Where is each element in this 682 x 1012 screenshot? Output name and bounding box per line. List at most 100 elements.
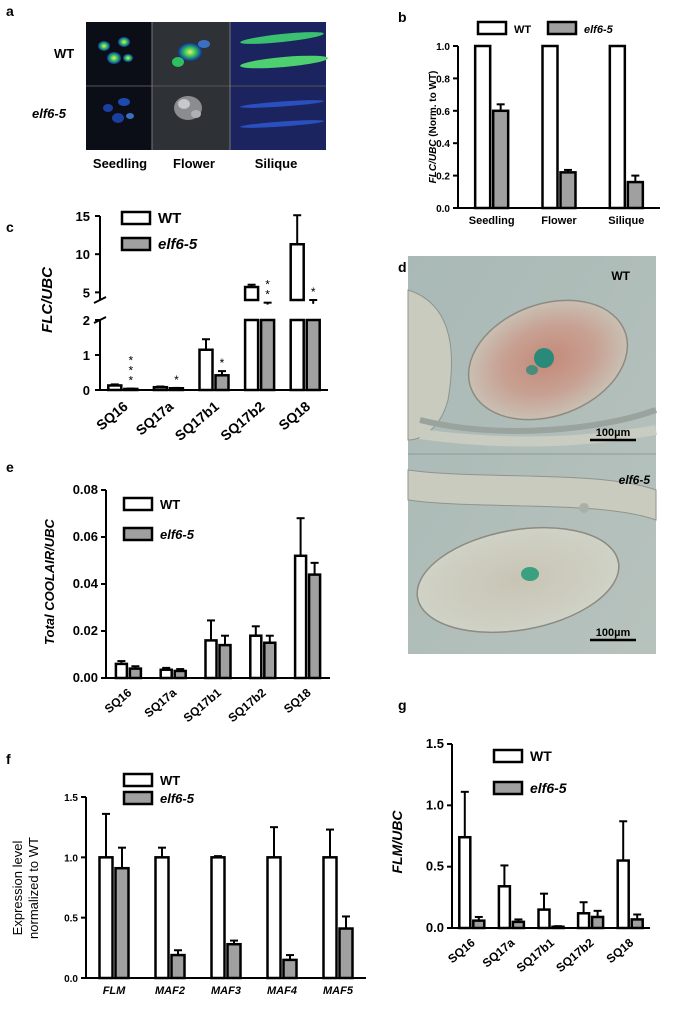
panel-c-y-tick-label-upper-1: 10 [76,247,90,262]
flower-mutant-spot [174,96,202,120]
panel-e-y-tick-label-1: 0.02 [73,623,98,638]
panel-a-row-label-wt: WT [54,46,74,61]
panel-f-bar-wt-3 [266,856,282,980]
panel-g-x-tick-label-3: SQ17b2 [553,935,596,975]
panel-f-y-axis-label: Expression levelnormalized to WT [10,837,41,939]
panel-b-bar-wt-0 [473,44,492,210]
panel-c-bar-wt-3-upper [243,285,260,302]
panel-f-x-tick-label-0: FLM [103,985,126,997]
panel-e-x-tick-label-2: SQ17b1 [181,685,224,725]
panel-e-bar-wt-0 [114,662,129,680]
panel-c-bar-wt-0 [107,384,123,392]
panel-b-x-tick-label-0: Seedling [469,215,515,227]
panel-c-significance-3: ** [265,278,270,302]
panel-b-bar-wt-1 [541,44,559,210]
panel-b-x-tick-label-1: Flower [541,215,577,227]
panel-b-x-tick-label-2: Silique [608,215,644,227]
panel-d-image [407,256,658,654]
panel-f-bar-wt-1 [154,856,170,980]
panel-letter-g: g [398,697,407,713]
panel-b-y-tick-label-3: 0.6 [436,107,450,118]
panel-b-legend-label-0: WT [514,24,531,36]
panel-g-y-tick-label-0: 0.0 [426,920,444,935]
panel-c-y-tick-label-upper-2: 15 [76,209,90,224]
panel-g-bar-mutant-3 [590,915,605,930]
panel-e-x-tick-label-4: SQ18 [281,685,314,716]
panel-b-y-tick-label-5: 1.0 [436,42,450,53]
panel-g-legend-swatch-1 [492,780,524,796]
panel-letter-c: c [6,219,14,235]
panel-e-legend-label-1: elf6-5 [160,527,195,542]
panel-b-bar-mutant-0 [491,109,510,210]
panel-g-bar-wt-4 [616,859,630,930]
panel-f-legend-swatch-1 [122,790,154,806]
panel-a-col-label-silique: Silique [255,156,298,171]
panel-c-bar-wt-2 [198,348,214,392]
panel-g-x-tick-label-1: SQ17a [480,935,518,970]
panel-c-significance-star: * [220,356,225,370]
panel-f-x-tick-label-4: MAF5 [323,985,354,997]
panel-g-bar-wt-1 [497,885,512,930]
panel-a-image [86,22,328,150]
panel-d-scale-bar-label-bottom: 100µm [596,627,631,639]
panel-g-bar-wt-0 [458,835,472,930]
panel-g-x-tick-label-2: SQ17b1 [514,935,557,975]
panel-c-significance-star: * [311,285,316,299]
panel-b-bar-mutant-1 [559,171,577,210]
panel-e-x-tick-label-0: SQ16 [102,685,135,716]
panel-c-bar-wt-4-lower [289,318,305,392]
panel-a-col-label-flower: Flower [173,156,215,171]
panel-e-bar-wt-2 [204,639,218,680]
panel-e-y-tick-label-2: 0.04 [73,576,99,591]
panel-g-x-tick-label-0: SQ16 [445,935,478,966]
panel-g-bar-wt-2 [537,908,551,930]
panel-g-y-axis-label: FLM/UBC [389,810,405,874]
panel-c-significance-2: * [220,356,225,370]
panel-c-y-tick-label-lower-0: 0 [83,383,90,398]
panel-g-y-tick-label-3: 1.5 [426,736,444,751]
panel-c-legend-label-1: elf6-5 [158,236,198,253]
panel-a-col-label-seedling: Seedling [93,156,147,171]
panel-c-significance-4: * [311,285,316,299]
panel-letter-a: a [6,3,14,19]
panel-f-bar-wt-4 [322,856,338,980]
panel-e-chart: 0.00 0.02 0.04 0.06 0.08 SQ16 SQ17a SQ17b1 SQ17b… [42,482,330,725]
panel-f-y-tick-label-0: 0.0 [64,974,78,985]
panel-f-bar-mutant-2 [226,942,242,980]
panel-c-significance-star: * [128,354,133,368]
panel-f-bar-wt-2 [210,856,226,980]
panel-f-bar-mutant-3 [282,958,298,980]
panel-b-y-tick-label-0: 0.0 [436,204,450,215]
panel-c-bar-wt-4-upper [289,243,305,302]
panel-f-legend-label-1: elf6-5 [160,791,195,806]
panel-e-legend-label-0: WT [160,497,180,512]
panel-e-bar-mutant-1 [173,669,187,680]
panel-e-legend-swatch-1 [122,526,154,542]
panel-b-legend-swatch-0 [476,20,508,36]
charts-layer: 0.0 0.2 0.4 0.6 0.8 1.0 Seedling Flower Silique W… [10,20,660,997]
panel-c-y-tick-label-upper-0: 5 [83,285,90,300]
panel-g-y-tick-label-2: 1.0 [426,797,444,812]
panel-e-bar-wt-1 [159,668,173,680]
panel-g-bar-mutant-1 [511,920,526,930]
panel-g-bar-mutant-4 [630,918,644,930]
seedling-mutant-spot [103,98,134,123]
panel-g-legend-swatch-0 [492,748,524,764]
panel-b-y-tick-label-4: 0.8 [436,74,450,85]
panel-f-x-tick-label-1: MAF2 [155,985,185,997]
panel-c-bar-mutant-2 [214,374,230,392]
panel-c-y-tick-label-lower-2: 2 [83,313,90,328]
panel-letter-d: d [398,259,407,275]
panel-c-significance-star: * [265,278,270,292]
panel-b-y-tick-label-1: 0.2 [436,172,450,183]
panel-d-label-mutant: elf6-5 [619,473,651,487]
panel-e-bar-mutant-3 [263,641,277,680]
panel-e-bar-wt-4 [293,554,308,680]
panel-f-bar-mutant-0 [114,866,130,980]
panel-c-bar-mutant-3-lower [259,318,276,392]
panel-letter-e: e [6,459,14,475]
panel-c-significance-star: * [128,374,133,388]
panel-c-x-tick-label-0: SQ16 [93,398,131,433]
